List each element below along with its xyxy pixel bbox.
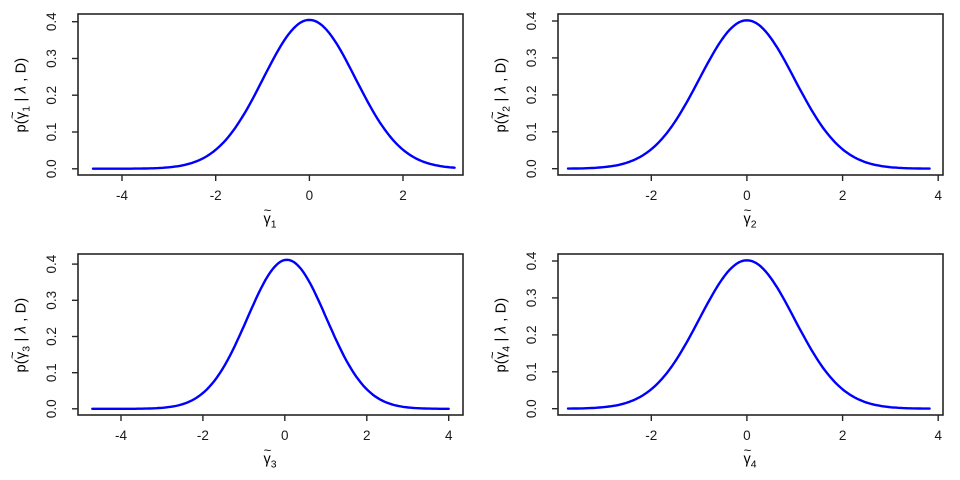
density-panel-2: -2 0 2 4 0.0 0.1 0.2 0.3 0.4 p(γ ~2 | λ , D) γ ~2 (480, 0, 960, 240)
subscript-index: 2 (750, 219, 757, 231)
x-axis-title-4: γ ~4 (743, 442, 757, 471)
y-tick-label: 0.2 (44, 327, 59, 346)
y-tick-label: 0.0 (44, 159, 59, 178)
gamma-tilde-symbol: γ ~ (4, 351, 30, 360)
subscript-index: 3 (270, 459, 277, 471)
gamma-tilde-symbol: γ ~ (4, 111, 30, 120)
gamma-tilde-symbol: γ ~ (484, 111, 510, 120)
x-tick-label: 0 (281, 428, 289, 443)
y-tick-label: 0.4 (524, 251, 539, 270)
density-panel-3: -4 -2 0 2 4 0.0 0.1 0.2 0.3 0.4 p(γ ~3 | λ , D) γ ~… (0, 240, 480, 480)
y-axis-title-2: p(γ ~2 | λ , D) (484, 57, 513, 133)
lambda-symbol: λ (493, 85, 510, 94)
y-tick-label: 0.2 (524, 86, 539, 105)
gamma-tilde-symbol: γ ~ (263, 202, 272, 228)
density-curve (91, 18, 456, 170)
y-tick-label: 0.2 (524, 326, 539, 345)
y-tick-label: 0.0 (524, 399, 539, 418)
density-panel-4: -2 0 2 4 0.0 0.1 0.2 0.3 0.4 p(γ ~4 | λ , D) γ ~4 (480, 240, 960, 480)
x-axis-title-2: γ ~2 (743, 202, 757, 231)
x-axis-title-3: γ ~3 (263, 442, 277, 471)
gamma-tilde-symbol: γ ~ (743, 442, 752, 468)
subscript-index: 4 (750, 459, 757, 471)
y-tick-label: 0.4 (524, 11, 539, 30)
gamma-tilde-symbol: γ ~ (484, 351, 510, 360)
x-tick-label: -2 (645, 428, 657, 443)
x-tick-label: 2 (839, 188, 847, 203)
x-tick-label: -4 (116, 188, 128, 203)
y-tick-label: 0.0 (44, 399, 59, 418)
density-curve (566, 19, 931, 170)
x-tick-label: -2 (197, 428, 209, 443)
plot-area-3: -4 -2 0 2 4 0.0 0.1 0.2 0.3 0.4 (44, 253, 464, 443)
plot-area-4: -2 0 2 4 0.0 0.1 0.2 0.3 0.4 (524, 251, 944, 443)
x-tick-label: 2 (363, 428, 371, 443)
y-tick-label: 0.1 (524, 122, 539, 141)
x-tick-label: 4 (934, 428, 942, 443)
x-tick-label: 2 (399, 188, 407, 203)
subscript-index: 1 (270, 219, 277, 231)
y-tick-label: 0.0 (524, 159, 539, 178)
plot-area-1: -4 -2 0 2 0.0 0.1 0.2 0.3 0.4 (44, 12, 464, 203)
x-tick-label: -2 (210, 188, 222, 203)
y-tick-label: 0.3 (524, 289, 539, 308)
y-axis-title-3: p(γ ~3 | λ , D) (4, 297, 33, 373)
x-tick-label: -2 (645, 188, 657, 203)
y-tick-label: 0.1 (44, 123, 59, 142)
plot-area-2: -2 0 2 4 0.0 0.1 0.2 0.3 0.4 (524, 11, 944, 203)
plot-box (557, 253, 944, 416)
plot-box (77, 253, 464, 416)
x-tick-label: -4 (115, 428, 127, 443)
y-tick-label: 0.2 (44, 86, 59, 105)
y-tick-label: 0.1 (44, 363, 59, 382)
x-tick-label: 0 (743, 428, 751, 443)
y-tick-label: 0.3 (44, 291, 59, 310)
y-axis-title-4: p(γ ~4 | λ , D) (484, 297, 513, 373)
gamma-tilde-symbol: γ ~ (263, 442, 272, 468)
y-tick-label: 0.1 (524, 362, 539, 381)
plot-box (557, 13, 944, 176)
y-tick-label: 0.4 (44, 12, 59, 31)
x-tick-label: 0 (743, 188, 751, 203)
lambda-symbol: λ (13, 85, 30, 94)
density-panel-1: -4 -2 0 2 0.0 0.1 0.2 0.3 0.4 p(γ ~1 | λ , D) γ ~1 (0, 0, 480, 240)
gamma-tilde-symbol: γ ~ (743, 202, 752, 228)
x-axis-title-1: γ ~1 (263, 202, 277, 231)
lambda-symbol: λ (13, 325, 30, 334)
y-axis-title-1: p(γ ~1 | λ , D) (4, 57, 33, 133)
lambda-symbol: λ (493, 325, 510, 334)
x-tick-label: 4 (445, 428, 453, 443)
density-curve (566, 259, 931, 410)
x-tick-label: 2 (839, 428, 847, 443)
y-tick-label: 0.4 (44, 254, 59, 273)
y-tick-label: 0.3 (524, 49, 539, 68)
density-curve (91, 258, 450, 410)
y-tick-label: 0.3 (44, 49, 59, 68)
x-tick-label: 0 (306, 188, 314, 203)
x-tick-label: 4 (934, 188, 942, 203)
